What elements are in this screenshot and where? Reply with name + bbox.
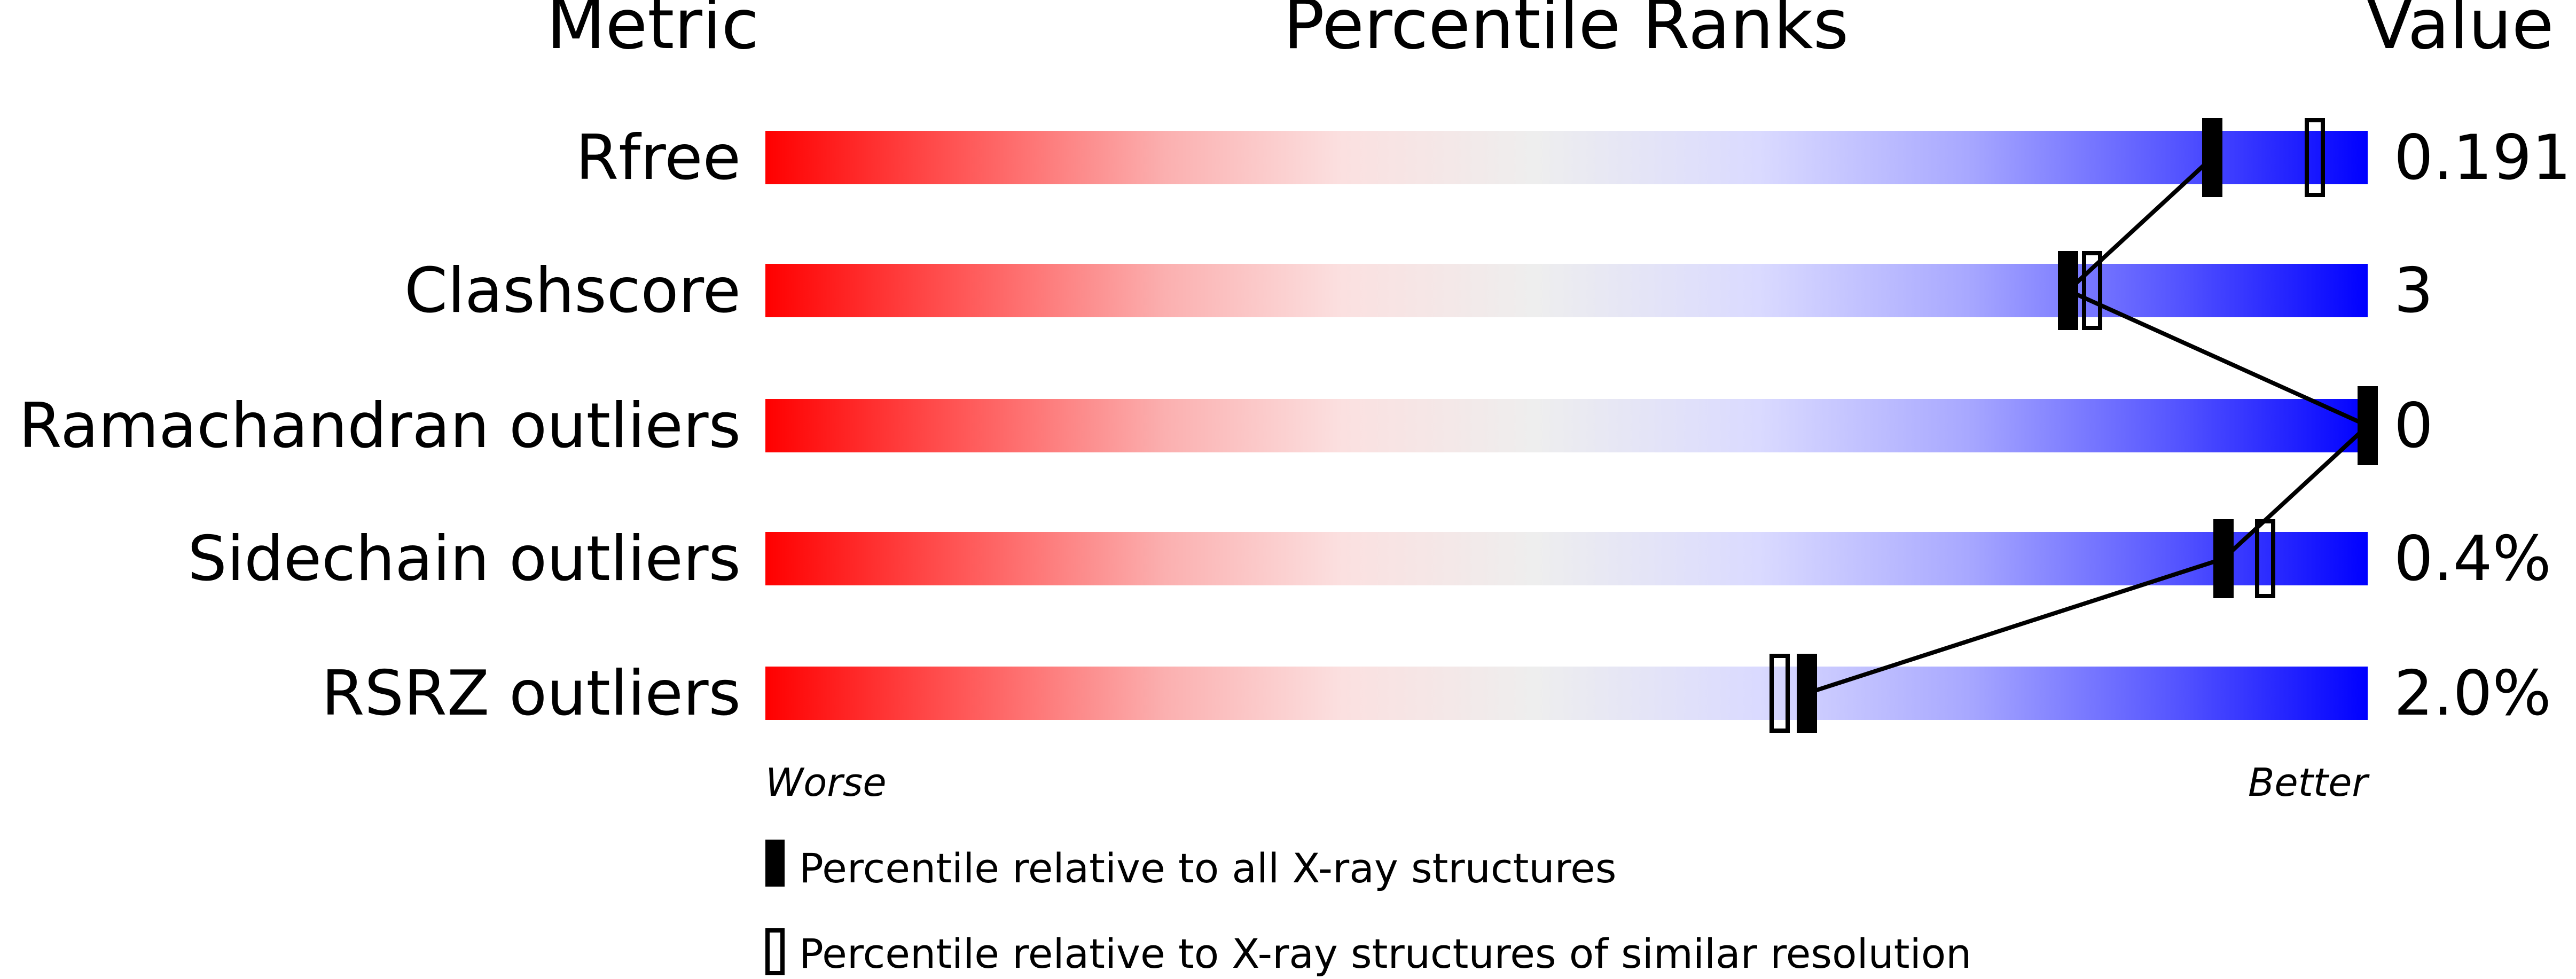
metric-value: 2.0% <box>2394 657 2551 730</box>
marker-similar-resolution <box>2255 519 2275 598</box>
legend-label-all: Percentile relative to all X-ray structu… <box>799 844 1617 892</box>
header-value: Value <box>2366 0 2554 65</box>
marker-all-structures <box>2202 118 2222 197</box>
header-percentile-ranks: Percentile Ranks <box>1283 0 1849 65</box>
marker-all-structures <box>2058 251 2078 330</box>
percentile-bar <box>765 667 2368 720</box>
axis-label-worse: Worse <box>765 760 887 805</box>
marker-similar-resolution <box>1769 654 1790 733</box>
metric-label: Clashscore <box>404 255 741 327</box>
legend-label-similar: Percentile relative to X-ray structures … <box>799 930 1971 977</box>
marker-all-structures <box>2213 519 2234 598</box>
percentile-bar <box>765 532 2368 585</box>
axis-label-better: Better <box>2248 760 2370 805</box>
metric-label: Rfree <box>576 122 741 194</box>
legend-filled-marker <box>765 840 785 887</box>
percentile-bar <box>765 131 2368 184</box>
metric-value: 0.4% <box>2394 523 2551 595</box>
marker-similar-resolution <box>2082 251 2102 330</box>
metric-value: 0 <box>2394 390 2433 462</box>
percentile-bar <box>765 399 2368 452</box>
metric-label: Sidechain outliers <box>187 523 741 595</box>
marker-similar-resolution <box>2305 118 2325 197</box>
percentile-bar <box>765 264 2368 317</box>
legend-open-marker <box>765 928 785 975</box>
marker-all-structures <box>1797 654 1817 733</box>
header-metric: Metric <box>546 0 759 65</box>
metric-value: 3 <box>2394 255 2433 327</box>
metric-label: RSRZ outliers <box>322 657 741 730</box>
metric-value: 0.191 <box>2394 122 2571 194</box>
metric-label: Ramachandran outliers <box>19 390 741 462</box>
marker-all-structures <box>2358 386 2378 465</box>
